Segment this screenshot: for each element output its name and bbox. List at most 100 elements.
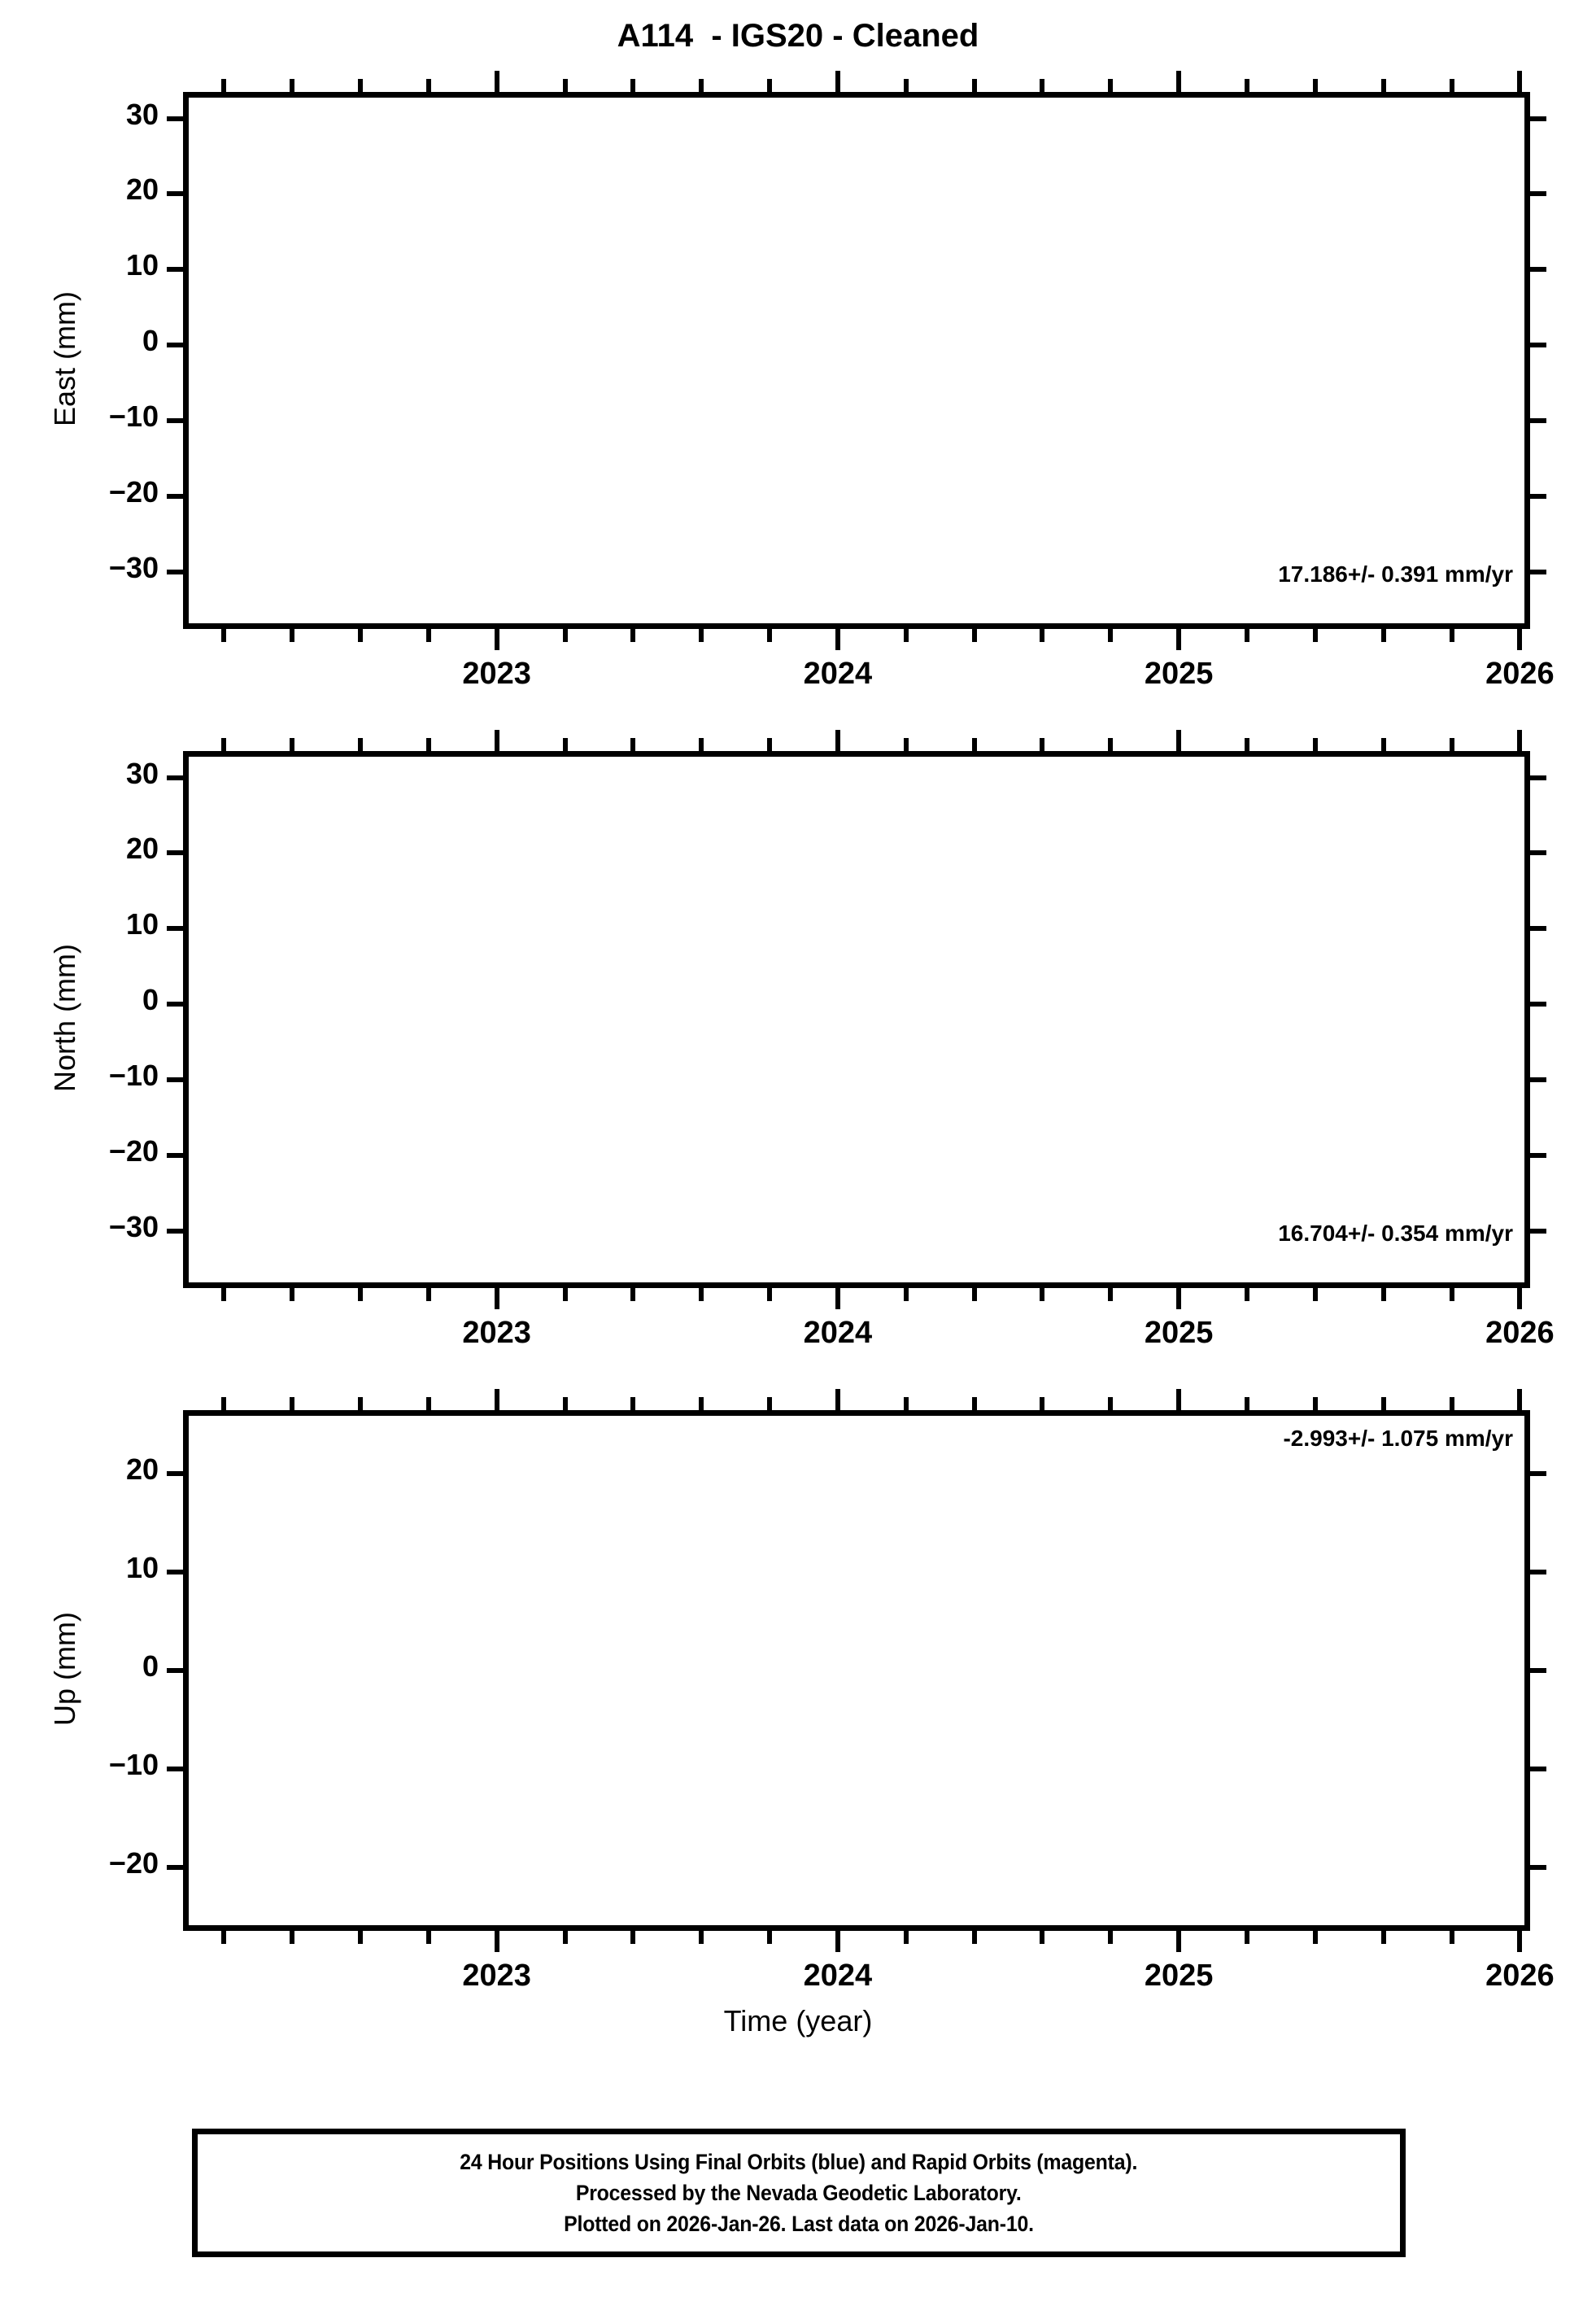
north-rate-annotation: 16.704+/- 0.354 mm/yr	[1278, 1221, 1513, 1246]
x-tick-mark-major-top	[494, 1389, 499, 1410]
x-tick-mark-minor-top	[562, 738, 568, 751]
y-tick-mark-right	[1530, 191, 1546, 197]
y-tick-label: −20	[108, 1134, 159, 1168]
x-tick-mark-minor-top	[630, 79, 636, 92]
y-tick-label: 20	[125, 832, 159, 866]
east-plot-frame	[183, 92, 1530, 629]
x-tick-mark-minor-top	[562, 1397, 568, 1410]
x-tick-mark-minor-top	[1380, 1397, 1386, 1410]
x-tick-mark-minor	[903, 629, 909, 642]
x-tick-mark-minor	[290, 629, 295, 642]
x-tick-mark-minor-top	[1380, 79, 1386, 92]
y-tick-label: −10	[108, 1747, 159, 1781]
x-tick-mark-minor	[1380, 1931, 1386, 1944]
x-tick-mark-minor	[1108, 629, 1114, 642]
y-tick-label: 20	[125, 1452, 159, 1487]
x-tick-mark-minor-top	[425, 79, 431, 92]
x-tick-mark-major	[494, 1288, 499, 1309]
x-tick-mark-minor	[425, 1288, 431, 1301]
y-tick-mark	[167, 116, 183, 121]
x-tick-label: 2025	[1144, 657, 1214, 691]
y-tick-mark-right	[1530, 1766, 1546, 1771]
x-tick-mark-minor-top	[630, 1397, 636, 1410]
y-tick-label: −20	[108, 1845, 159, 1880]
x-tick-mark-minor-top	[1245, 79, 1250, 92]
x-tick-mark-minor-top	[1449, 79, 1454, 92]
y-tick-label: 30	[125, 97, 159, 131]
x-tick-mark-minor-top	[971, 1397, 977, 1410]
x-tick-mark-minor	[767, 1931, 773, 1944]
x-tick-mark-minor	[767, 629, 773, 642]
x-tick-mark-minor-top	[903, 738, 909, 751]
x-tick-mark-major	[835, 1931, 840, 1952]
x-tick-mark-major	[1176, 1288, 1182, 1309]
y-tick-mark	[167, 1570, 183, 1575]
x-tick-mark-minor-top	[1245, 1397, 1250, 1410]
x-tick-mark-minor	[562, 629, 568, 642]
x-tick-mark-minor	[358, 1288, 363, 1301]
y-tick-mark	[167, 267, 183, 273]
x-tick-mark-minor	[1312, 1288, 1318, 1301]
x-tick-mark-minor	[699, 1931, 704, 1944]
x-tick-mark-minor-top	[1245, 738, 1250, 751]
y-tick-label: −30	[108, 1210, 159, 1244]
x-tick-mark-minor-top	[221, 79, 227, 92]
x-tick-mark-minor	[903, 1288, 909, 1301]
x-tick-mark-minor-top	[1108, 738, 1114, 751]
y-tick-mark	[167, 850, 183, 856]
x-tick-mark-minor-top	[425, 738, 431, 751]
y-tick-mark	[167, 1229, 183, 1234]
x-tick-mark-minor-top	[630, 738, 636, 751]
y-tick-mark-right	[1530, 775, 1546, 780]
caption-box: 24 Hour Positions Using Final Orbits (bl…	[192, 2129, 1406, 2257]
x-tick-label: 2023	[462, 657, 531, 691]
x-tick-label: 2025	[1144, 1959, 1214, 1993]
x-tick-mark-major-top	[1176, 1389, 1182, 1410]
x-tick-mark-minor-top	[1040, 1397, 1045, 1410]
x-tick-mark-minor-top	[767, 79, 773, 92]
x-tick-mark-minor	[290, 1931, 295, 1944]
x-tick-mark-minor-top	[221, 738, 227, 751]
x-tick-label: 2024	[803, 1316, 873, 1350]
y-tick-mark	[167, 775, 183, 780]
x-tick-mark-minor	[221, 1931, 227, 1944]
x-tick-mark-minor	[630, 1931, 636, 1944]
x-tick-mark-minor	[699, 629, 704, 642]
x-tick-mark-major	[835, 629, 840, 650]
x-tick-mark-major-top	[835, 1389, 840, 1410]
y-tick-mark	[167, 1002, 183, 1007]
y-tick-label: 20	[125, 173, 159, 207]
y-tick-label: 10	[125, 907, 159, 941]
y-tick-mark-right	[1530, 1229, 1546, 1234]
y-tick-mark-right	[1530, 418, 1546, 424]
y-tick-label: −30	[108, 551, 159, 585]
x-tick-mark-minor-top	[699, 1397, 704, 1410]
x-tick-mark-minor	[1245, 1288, 1250, 1301]
east-rate-annotation: 17.186+/- 0.391 mm/yr	[1278, 561, 1513, 587]
x-tick-mark-major	[1517, 1931, 1523, 1952]
y-tick-mark-right	[1530, 926, 1546, 932]
panel-up	[183, 1410, 1530, 1931]
x-tick-mark-minor-top	[903, 79, 909, 92]
x-tick-mark-major-top	[1517, 1389, 1523, 1410]
x-tick-mark-major-top	[835, 71, 840, 92]
x-tick-label: 2024	[803, 657, 873, 691]
x-tick-mark-minor-top	[699, 738, 704, 751]
y-tick-label: 30	[125, 756, 159, 790]
x-tick-mark-minor-top	[358, 738, 363, 751]
x-tick-mark-minor	[425, 629, 431, 642]
x-tick-mark-major-top	[1517, 71, 1523, 92]
x-tick-mark-minor-top	[1380, 738, 1386, 751]
panel-north	[183, 751, 1530, 1288]
x-tick-mark-major-top	[494, 730, 499, 751]
y-tick-mark	[167, 1864, 183, 1870]
x-tick-mark-minor	[221, 629, 227, 642]
caption-line-3: Plotted on 2026-Jan-26. Last data on 202…	[564, 2212, 1034, 2237]
x-tick-mark-major	[1176, 629, 1182, 650]
x-tick-mark-minor	[1312, 629, 1318, 642]
x-tick-mark-minor	[699, 1288, 704, 1301]
x-tick-mark-minor	[1312, 1931, 1318, 1944]
y-tick-mark	[167, 343, 183, 348]
x-tick-label: 2026	[1485, 1316, 1555, 1350]
x-tick-mark-minor-top	[1312, 1397, 1318, 1410]
